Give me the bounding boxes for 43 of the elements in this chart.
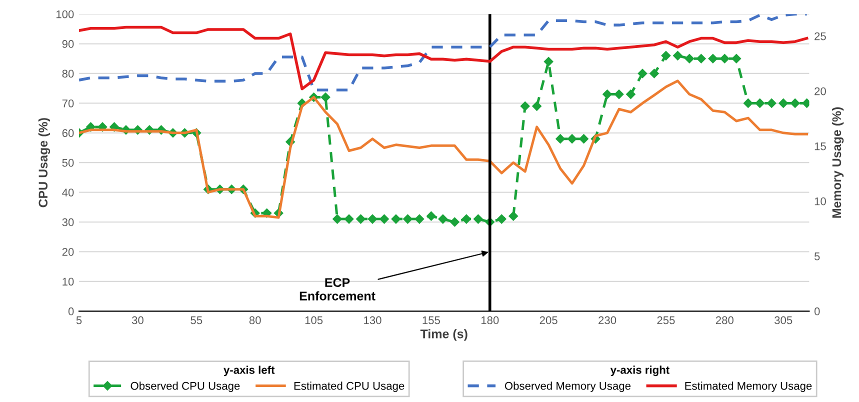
- y-tick-label: 10: [62, 278, 74, 286]
- y2-tick-label: 5: [814, 252, 820, 260]
- y-tick-label: 80: [62, 70, 74, 78]
- x-tick-label: 30: [132, 316, 144, 324]
- y2-tick-label: 15: [814, 142, 826, 150]
- y2-tick-label: 0: [814, 307, 820, 316]
- x-tick-label: 305: [774, 316, 792, 324]
- x-tick-label: 205: [540, 316, 558, 324]
- x-tick-label: 230: [598, 316, 616, 324]
- x-tick-label: 5: [76, 316, 82, 324]
- y2-tick-label: 20: [814, 87, 826, 96]
- x-axis-title: Time (s): [420, 329, 468, 341]
- legend-label: Observed CPU Usage: [130, 382, 240, 392]
- x-tick-label: 180: [481, 316, 499, 324]
- text: y-axis right: [610, 366, 670, 376]
- y-tick-label: 30: [62, 218, 74, 226]
- text: y-axis left: [224, 366, 275, 376]
- line-series: [79, 26, 808, 90]
- y2-tick-label: 25: [814, 32, 826, 40]
- legend-label: Observed Memory Usage: [504, 382, 631, 392]
- x-tick-label: 280: [716, 316, 734, 324]
- line-series: [79, 80, 808, 219]
- legend-label: Estimated Memory Usage: [685, 382, 812, 392]
- annotation: ECP Enforcement: [300, 278, 376, 300]
- x-tick-label: 80: [249, 316, 261, 324]
- x-tick-label: 105: [305, 316, 323, 324]
- y-tick-label: 0: [68, 307, 74, 316]
- y-tick-label: 40: [62, 188, 74, 196]
- y-tick-label: 20: [62, 248, 74, 256]
- y-tick-label: 100: [56, 10, 74, 18]
- y-tick-label: 70: [62, 99, 74, 108]
- line-series: [79, 14, 808, 92]
- legend-label: Estimated CPU Usage: [294, 382, 404, 392]
- y2-axis-title: Memory Usage (%): [832, 107, 844, 218]
- y2-tick-label: 10: [814, 197, 826, 206]
- y-axis-title: CPU Usage (%): [38, 118, 50, 208]
- y-tick-label: 50: [62, 158, 74, 167]
- x-tick-label: 130: [364, 316, 382, 324]
- x-tick-label: 255: [657, 316, 675, 324]
- y-tick-label: 90: [62, 40, 74, 48]
- x-tick-label: 155: [422, 316, 440, 324]
- x-tick-label: 55: [190, 316, 202, 324]
- y-tick-label: 60: [62, 129, 74, 138]
